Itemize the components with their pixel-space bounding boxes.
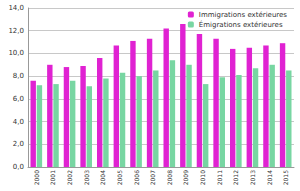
svg-text:2010: 2010 [199, 170, 206, 185]
svg-text:2009: 2009 [182, 170, 189, 185]
svg-text:10,0: 10,0 [8, 49, 24, 57]
svg-text:2003: 2003 [83, 170, 90, 185]
svg-text:2005: 2005 [116, 170, 123, 185]
svg-text:Émigrations extérieures: Émigrations extérieures [199, 20, 283, 29]
svg-text:2006: 2006 [133, 170, 140, 185]
svg-text:2000: 2000 [33, 170, 40, 185]
svg-text:2002: 2002 [66, 170, 73, 185]
svg-text:2011: 2011 [216, 170, 223, 185]
svg-text:2012: 2012 [232, 170, 239, 185]
svg-text:6,0: 6,0 [13, 95, 24, 103]
svg-text:2004: 2004 [99, 170, 106, 185]
svg-text:2013: 2013 [249, 170, 256, 185]
svg-text:2001: 2001 [49, 170, 56, 185]
svg-text:2,0: 2,0 [13, 140, 24, 148]
svg-text:Immigrations extérieures: Immigrations extérieures [199, 11, 288, 19]
svg-text:2015: 2015 [282, 170, 289, 185]
svg-text:0,0: 0,0 [13, 163, 24, 171]
svg-text:8,0: 8,0 [13, 72, 24, 80]
svg-text:4,0: 4,0 [13, 118, 24, 126]
svg-text:2007: 2007 [149, 170, 156, 185]
svg-text:2008: 2008 [166, 170, 173, 185]
svg-text:12,0: 12,0 [8, 27, 24, 35]
svg-text:2014: 2014 [266, 170, 273, 185]
svg-text:14,0: 14,0 [8, 4, 24, 12]
